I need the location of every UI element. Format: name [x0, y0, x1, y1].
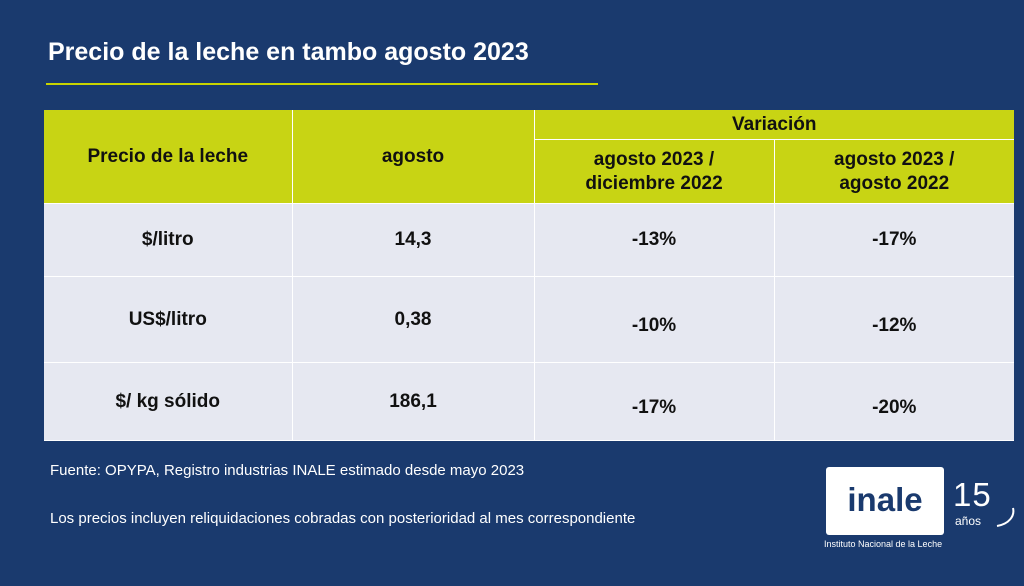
row-var-aug: -12% [774, 276, 1014, 363]
row-label: US$/litro [44, 276, 293, 363]
price-table: Precio de la leche agosto Variación agos… [44, 110, 1014, 441]
header-var-aug: agosto 2023 / agosto 2022 [774, 139, 1014, 204]
header-month: agosto [292, 110, 535, 204]
row-value: 186,1 [292, 362, 535, 441]
row-label: $/ kg sólido [44, 362, 293, 441]
header-var-dec: agosto 2023 / diciembre 2022 [534, 139, 775, 204]
logo-subtitle: Instituto Nacional de la Leche [824, 539, 943, 549]
row-var-dec: -10% [534, 276, 775, 363]
source-note: Fuente: OPYPA, Registro industrias INALE… [50, 462, 525, 479]
header-var-dec-line1: agosto 2023 / [593, 149, 715, 170]
header-var-dec-line2: diciembre 2022 [585, 173, 723, 194]
logo-years: 15 [953, 476, 992, 513]
row-var-aug: -20% [774, 362, 1014, 441]
logo-years-word: años [955, 514, 982, 528]
header-var-aug-line1: agosto 2023 / [834, 149, 955, 170]
title-underline [46, 83, 598, 85]
row-value: 0,38 [292, 276, 535, 363]
page-title: Precio de la leche en tambo agosto 2023 [48, 38, 529, 66]
row-label: $/litro [44, 203, 293, 277]
row-var-dec: -13% [534, 203, 775, 277]
disclaimer-note: Los precios incluyen reliquidaciones cob… [50, 510, 636, 527]
row-value: 14,3 [292, 203, 535, 277]
table-row: US$/litro 0,38 -10% -12% [44, 276, 1014, 363]
logo-name: inale [847, 481, 923, 518]
row-var-aug: -17% [774, 203, 1014, 277]
row-var-dec: -17% [534, 362, 775, 441]
table-row: $/litro 14,3 -13% -17% [44, 203, 1014, 277]
inale-logo: inale [826, 467, 944, 535]
header-var-aug-line2: agosto 2022 [839, 173, 950, 194]
anniversary-arc-icon [996, 507, 1015, 527]
header-price: Precio de la leche [44, 110, 293, 204]
header-variation: Variación [534, 110, 1014, 140]
table-row: $/ kg sólido 186,1 -17% -20% [44, 362, 1014, 441]
